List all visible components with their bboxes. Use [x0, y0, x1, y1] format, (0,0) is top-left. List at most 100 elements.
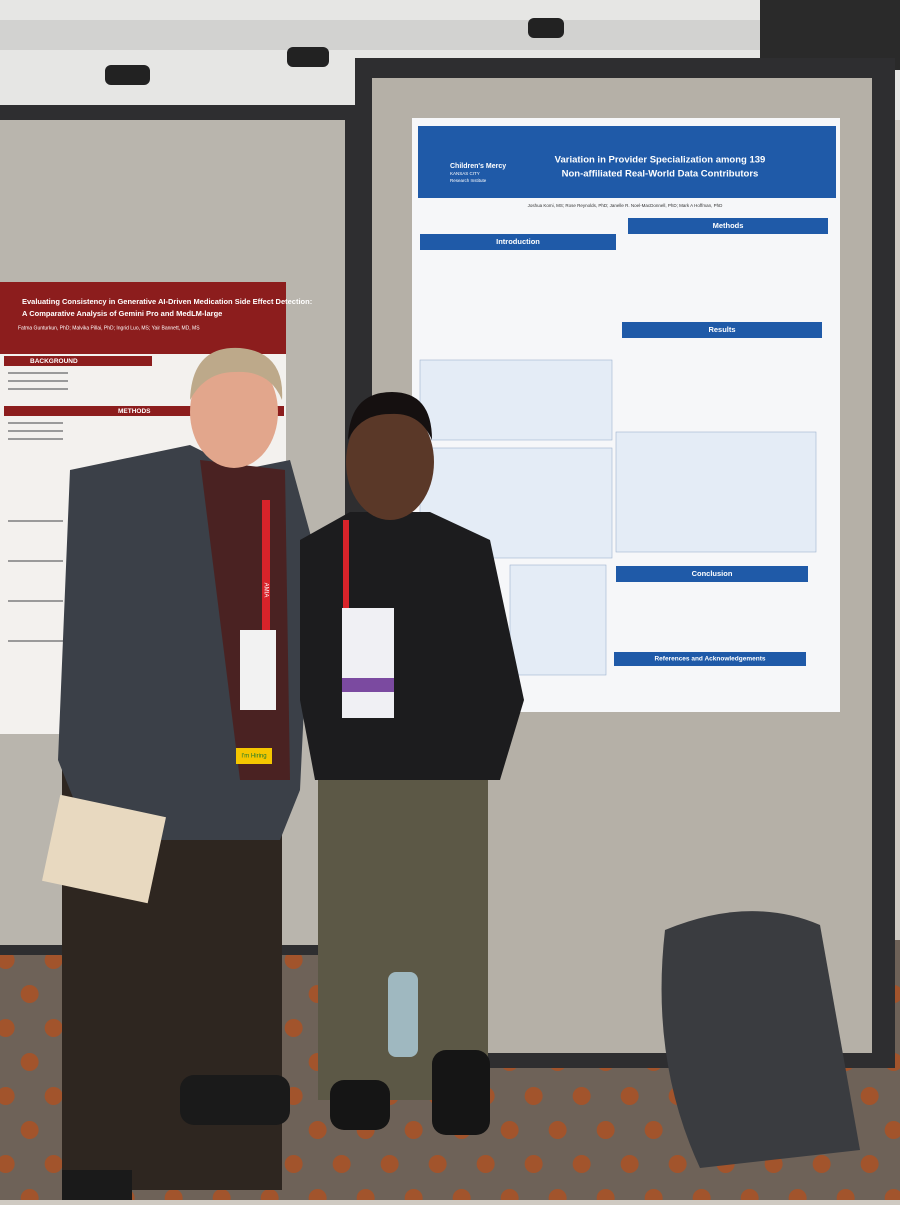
- badge: [240, 630, 276, 710]
- text-line: [8, 422, 63, 424]
- section-title: References and Acknowledgements: [654, 656, 765, 663]
- institution-sub: KANSAS CITY: [450, 171, 480, 176]
- poster-authors: Fatma Gunturkun, PhD; Malvika Pillai, Ph…: [18, 325, 200, 331]
- carpet-dot: [44, 1087, 63, 1105]
- spotlights: [105, 18, 564, 85]
- carpet-dot: [20, 1053, 39, 1071]
- shoe: [62, 1170, 132, 1200]
- spotlight: [105, 65, 150, 85]
- text-line: [8, 430, 63, 432]
- poster-body-text: [8, 372, 68, 642]
- ceiling-beam: [0, 20, 760, 50]
- poster-title: Non-affiliated Real-World Data Contribut…: [562, 169, 759, 180]
- face: [346, 404, 434, 520]
- carpet-dot: [20, 985, 39, 1003]
- water-bottle: [388, 972, 418, 1057]
- carpet-dot: [0, 1087, 15, 1105]
- carpet-dot: [644, 1121, 663, 1139]
- text-line: [8, 560, 63, 562]
- backpack: [661, 911, 860, 1168]
- text-line: [8, 388, 68, 390]
- text-line: [8, 520, 63, 522]
- figure: [509, 564, 607, 676]
- badge: [342, 608, 394, 718]
- carpet-dot: [524, 1155, 543, 1173]
- section-header: [420, 234, 616, 250]
- shoe: [432, 1050, 490, 1135]
- carpet-dot: [0, 1019, 15, 1037]
- section-title: Conclusion: [692, 569, 733, 578]
- carpet-dot: [596, 1121, 615, 1139]
- section-header: [622, 322, 822, 338]
- face: [190, 356, 278, 468]
- carpet-dot: [284, 1155, 303, 1173]
- carpet-dot: [572, 1155, 591, 1173]
- institution-unit: Research Institute: [450, 178, 487, 183]
- carpet-dot: [524, 1087, 543, 1105]
- shoe: [330, 1080, 390, 1130]
- carpet-dot: [44, 1155, 63, 1173]
- carpet-dot: [500, 1121, 519, 1139]
- lanyard-text: AMIA: [262, 583, 268, 598]
- carpet-dot: [620, 1155, 639, 1173]
- section-header: [628, 218, 828, 234]
- jacket: [300, 512, 524, 780]
- carpet-dot: [860, 1155, 879, 1173]
- carpet-dot: [0, 951, 15, 969]
- badge-ribbon: [236, 748, 272, 764]
- lanyard: [343, 520, 349, 610]
- poster-authors: Joshua Komi, MS; Rose Reynolds, PhD; Jan…: [528, 203, 724, 208]
- section-header: [616, 566, 808, 582]
- section-title: BACKGROUND: [30, 358, 78, 365]
- carpet-dot: [572, 1087, 591, 1105]
- section-header: [4, 356, 152, 366]
- carpet-dot: [284, 1019, 303, 1037]
- text-line: [8, 640, 63, 642]
- carpet-dot: [332, 1155, 351, 1173]
- carpet-dot: [44, 1019, 63, 1037]
- lanyard: [262, 500, 270, 640]
- poster-title: Evaluating Consistency in Generative AI-…: [22, 297, 312, 306]
- carpet-dot: [20, 1121, 39, 1139]
- section-title: Introduction: [496, 237, 540, 246]
- section-title: Results: [708, 325, 735, 334]
- program-book: [42, 794, 166, 904]
- carpet-dot: [548, 1121, 567, 1139]
- carpet-dot: [812, 1155, 831, 1173]
- shoe: [180, 1075, 290, 1125]
- text-line: [8, 372, 68, 374]
- section-title: Methods: [713, 221, 744, 230]
- figure: [615, 431, 817, 553]
- poster-left-header: [0, 282, 286, 354]
- section-header: [614, 652, 806, 666]
- carpet-dot: [380, 1155, 399, 1173]
- badge-stripe: [342, 678, 394, 692]
- poster-title: A Comparative Analysis of Gemini Pro and…: [22, 309, 222, 318]
- hair: [190, 347, 283, 400]
- text-line: [8, 438, 63, 440]
- figure: [419, 359, 613, 441]
- carpet-dot: [44, 951, 63, 969]
- section-title: METHODS: [118, 408, 151, 415]
- carpet-dot: [404, 1121, 423, 1139]
- text-line: [8, 600, 63, 602]
- text-line: [8, 380, 68, 382]
- badge-ribbon-text: I'm Hiring: [241, 754, 266, 760]
- carpet-dot: [284, 951, 303, 969]
- spotlight: [528, 18, 564, 38]
- section-header: [4, 406, 284, 416]
- carpet-dot: [0, 1155, 15, 1173]
- carpet-dot: [476, 1155, 495, 1173]
- carpet-dot: [668, 1155, 687, 1173]
- poster-right-header: [418, 126, 836, 198]
- hair: [348, 392, 432, 440]
- carpet-dot: [308, 1121, 327, 1139]
- spotlight: [287, 47, 329, 67]
- carpet-dot: [428, 1155, 447, 1173]
- carpet-dot: [860, 1087, 879, 1105]
- institution-name: Children's Mercy: [450, 163, 506, 170]
- poster-title: Variation in Provider Specialization amo…: [555, 155, 766, 166]
- carpet-dot: [884, 1121, 900, 1139]
